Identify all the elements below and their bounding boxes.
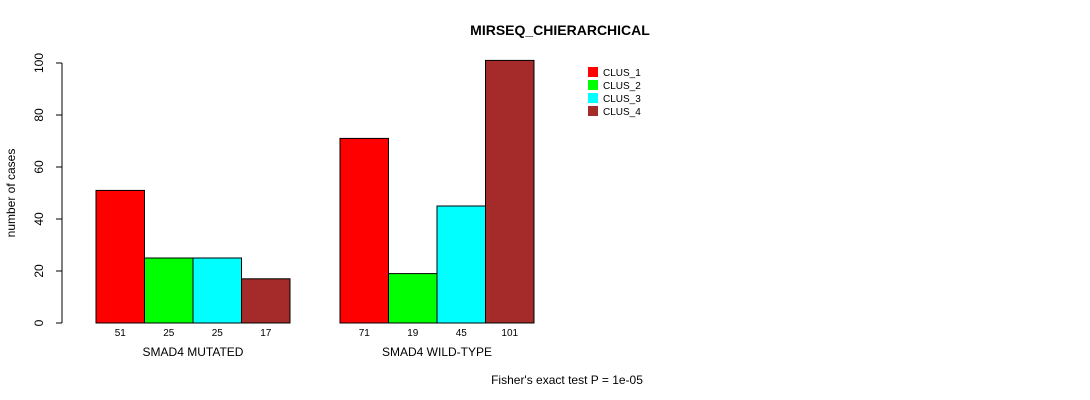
bar-value-label: 71 [359, 328, 371, 339]
y-tick-label: 80 [32, 108, 46, 122]
bar-clus-2-wild-type [388, 273, 438, 324]
bar-value-label: 101 [501, 328, 518, 339]
legend-label: CLUS_4 [603, 107, 641, 118]
bar-clus-4-mutated [241, 278, 291, 324]
bar-value-label: 25 [212, 328, 224, 339]
chart-title: MIRSEQ_CHIERARCHICAL [470, 22, 650, 38]
legend-label: CLUS_2 [603, 81, 641, 92]
bar-clus-2-mutated [144, 257, 194, 324]
bar-clus-1-mutated [95, 189, 145, 324]
legend-label: CLUS_3 [603, 94, 641, 105]
legend: CLUS_1 CLUS_2 CLUS_3 CLUS_4 [588, 67, 641, 118]
group-label: SMAD4 WILD-TYPE [382, 345, 492, 359]
bar-clus-3-wild-type [436, 205, 486, 324]
bar-value-label: 45 [456, 328, 468, 339]
group-labels: SMAD4 MUTATED SMAD4 WILD-TYPE [143, 345, 492, 359]
y-tick-label: 60 [32, 160, 46, 174]
y-tick-label: 40 [32, 212, 46, 226]
bar-clus-3-mutated [192, 257, 242, 324]
y-tick-label: 20 [32, 264, 46, 278]
legend-swatch [588, 80, 598, 90]
bar-clus-4-wild-type [485, 59, 535, 324]
bar-value-label: 19 [407, 328, 419, 339]
y-tick-label: 100 [32, 53, 46, 73]
bar-value-label: 25 [163, 328, 175, 339]
bar-value-label: 17 [260, 328, 272, 339]
group-label: SMAD4 MUTATED [143, 345, 244, 359]
y-ticks: 0 20 40 60 80 100 [32, 53, 62, 326]
bar-value-label: 51 [115, 328, 127, 339]
bar-value-labels: 51 25 25 17 71 19 45 101 [115, 328, 519, 339]
y-axis-label: number of cases [4, 149, 18, 238]
legend-swatch [588, 106, 598, 116]
bars [95, 59, 535, 324]
fisher-test-footnote: Fisher's exact test P = 1e-05 [491, 373, 643, 387]
legend-swatch [588, 93, 598, 103]
legend-label: CLUS_1 [603, 68, 641, 79]
bar-clus-1-wild-type [339, 137, 389, 324]
y-tick-label: 0 [32, 319, 46, 326]
legend-swatch [588, 67, 598, 77]
